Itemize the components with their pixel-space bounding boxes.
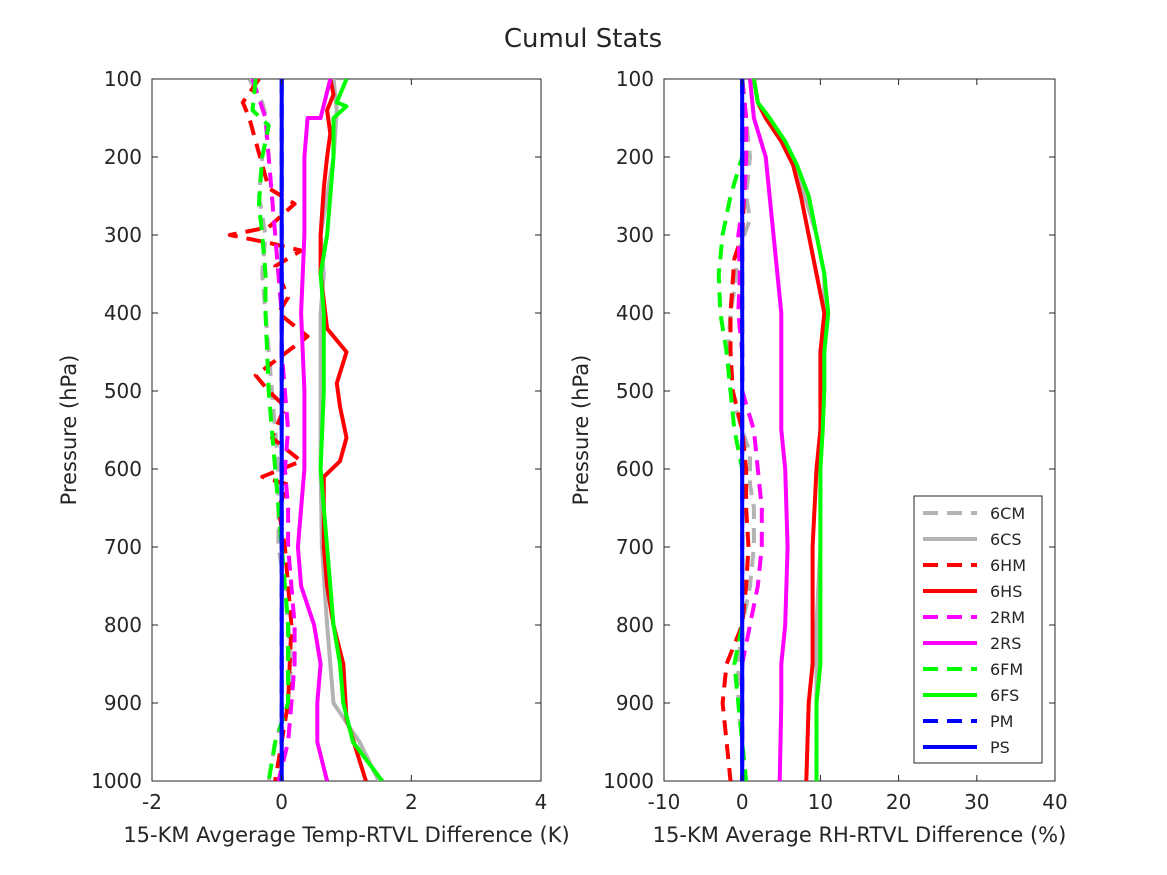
y-tick-label: 300: [616, 223, 654, 247]
x-tick-label: 20: [886, 790, 911, 814]
series-line-2rs: [748, 79, 790, 781]
series-line-2rm: [736, 79, 764, 781]
x-axis-label: 15-KM Average RH-RTVL Difference (%): [653, 823, 1067, 847]
legend-label-pm: PM: [990, 712, 1013, 731]
legend-label-ps: PS: [990, 738, 1010, 757]
series-line-6fs: [318, 79, 384, 781]
y-tick-label: 600: [616, 457, 654, 481]
y-tick-label: 200: [104, 145, 142, 169]
legend-label-6fs: 6FS: [990, 686, 1019, 705]
y-tick-label: 300: [104, 223, 142, 247]
legend-label-6hm: 6HM: [990, 556, 1026, 575]
y-tick-label: 600: [104, 457, 142, 481]
series-line-6fm: [250, 79, 291, 781]
legend-label-2rm: 2RM: [990, 608, 1025, 627]
legend-label-6hs: 6HS: [990, 582, 1022, 601]
subplot-1: -2 0 2 4 100 200 300 400 500 600 700 800 900 1000 15-K…: [57, 67, 570, 847]
y-tick-label: 100: [104, 67, 142, 91]
y-axis-label: Pressure (hPa): [569, 355, 593, 506]
y-tick-label: 900: [104, 691, 142, 715]
y-tick-label: 100: [616, 67, 654, 91]
y-tick-label: 500: [104, 379, 142, 403]
legend-label-6fm: 6FM: [990, 660, 1023, 679]
legend-label-6cs: 6CS: [990, 530, 1022, 549]
series-line-6cm: [726, 79, 756, 781]
legend-label-2rs: 2RS: [990, 634, 1021, 653]
figure-title: Cumul Stats: [504, 24, 662, 54]
x-tick-label: 10: [808, 790, 833, 814]
y-tick-label: 1000: [603, 769, 654, 793]
series-group-2: [716, 79, 831, 781]
x-axis-label: 15-KM Avgerage Temp-RTVL Difference (K): [123, 823, 569, 847]
x-tick-label: 40: [1042, 790, 1067, 814]
x-tick-label: 30: [964, 790, 989, 814]
series-line-6hs: [751, 79, 827, 781]
legend: 6CM 6CS 6HM 6HS 2RM 2RS 6FM 6FS PM PS: [913, 495, 1043, 764]
y-tick-label: 400: [104, 301, 142, 325]
y-tick-label: 500: [616, 379, 654, 403]
series-line-2rm: [250, 79, 297, 781]
y-tick-label: 700: [616, 535, 654, 559]
x-tick-label: 0: [275, 790, 288, 814]
y-tick-label: 700: [104, 535, 142, 559]
x-tick-label: 2: [405, 790, 418, 814]
series-line-6fs: [751, 79, 831, 781]
series-line-6cm: [247, 79, 294, 781]
subplot-2: -10 0 10 20 30 40 100 200 300 400 500 600 700 800 900 1…: [569, 67, 1068, 847]
y-tick-label: 900: [616, 691, 654, 715]
x-tick-label: -10: [648, 790, 681, 814]
y-tick-label: 200: [616, 145, 654, 169]
series-group-1: [227, 79, 384, 781]
y-tick-label: 1000: [91, 769, 142, 793]
series-line-2rs: [295, 79, 333, 781]
y-axis-label: Pressure (hPa): [57, 355, 81, 506]
x-tick-label: 4: [535, 790, 548, 814]
legend-label-6cm: 6CM: [990, 504, 1025, 523]
series-line-6fm: [716, 79, 749, 781]
y-tick-label: 400: [616, 301, 654, 325]
x-tick-label: -2: [142, 790, 162, 814]
y-tick-label: 800: [616, 613, 654, 637]
x-tick-label: 0: [736, 790, 749, 814]
y-tick-label: 800: [104, 613, 142, 637]
